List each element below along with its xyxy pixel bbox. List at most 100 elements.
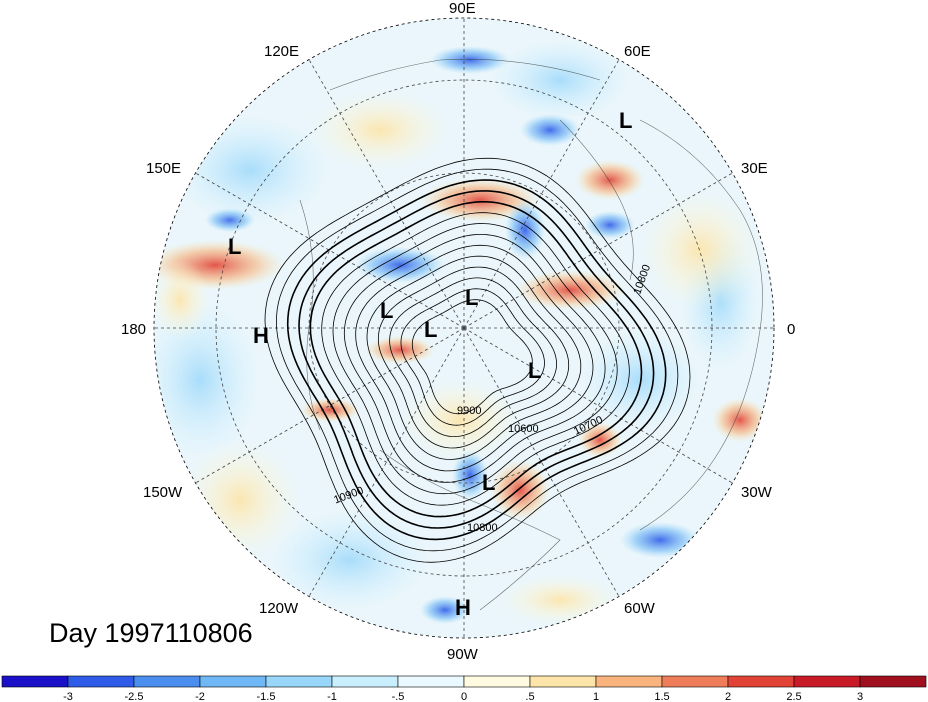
contour-label: 10600	[508, 423, 539, 435]
anomaly-patch	[154, 300, 260, 460]
anomaly-patch	[490, 40, 630, 120]
anomaly-patch	[270, 510, 430, 610]
lon-label-0: 0	[787, 321, 795, 338]
anomaly-patch	[400, 380, 520, 460]
colorbar-tick-label: -2	[195, 691, 205, 702]
colorbar-swatch	[1, 675, 69, 688]
colorbar-tick-label: -.5	[392, 691, 405, 702]
height-contour	[377, 266, 570, 449]
lon-label-60w: 60W	[624, 600, 656, 617]
height-contour	[355, 244, 594, 472]
height-contour	[343, 234, 606, 483]
disc-outline	[153, 17, 775, 639]
lon-label-150e: 150E	[146, 160, 181, 177]
low-center: L	[424, 317, 437, 342]
meridian-line	[463, 327, 733, 484]
anomaly-patch	[452, 450, 488, 500]
meridian-line	[463, 59, 620, 329]
colorbar-swatch	[331, 675, 399, 688]
contour-label: 9900	[457, 405, 481, 417]
anomaly-patch	[430, 46, 510, 74]
colorbar-swatch	[529, 675, 597, 688]
anomaly-patch	[310, 90, 450, 170]
anomaly-patch	[500, 575, 620, 625]
colorbar-tick-label: 2	[725, 691, 731, 702]
anomaly-patch	[180, 440, 300, 560]
anomaly-patch	[580, 330, 700, 430]
lon-label-90e: 90E	[449, 0, 476, 17]
colorbar-tick-label: -1.5	[257, 691, 276, 702]
height-contour	[298, 190, 655, 529]
colorbar-tick-label: -2.5	[125, 691, 144, 702]
colorbar-swatch	[397, 675, 465, 688]
anomaly-patch	[490, 460, 550, 520]
height-contour	[389, 277, 558, 438]
height-contour	[309, 201, 643, 518]
meridian-line	[463, 327, 620, 597]
colorbar-tick-label: 0	[461, 691, 467, 702]
colorbar-swatch	[727, 675, 795, 688]
colorbar: -3 -2.5 -2 -1.5 -1 -.5 0 .5 1 1.5 2 2.5 3	[1, 675, 927, 702]
meridian-line	[463, 172, 733, 329]
colorbar-swatch	[133, 675, 201, 688]
meridian-line	[308, 59, 465, 329]
lon-label-180: 180	[121, 321, 146, 338]
anomaly-patch	[154, 260, 210, 340]
lon-label-30e: 30E	[741, 160, 768, 177]
height-contour	[286, 179, 667, 541]
height-contour	[275, 168, 679, 552]
anomaly-patch	[505, 200, 545, 260]
colorbar-tick-label: 1	[593, 691, 599, 702]
low-center: L	[528, 358, 541, 383]
colorbar-swatch	[661, 675, 729, 688]
height-contour	[400, 288, 545, 426]
height-contour	[264, 157, 691, 563]
high-center: H	[455, 595, 471, 620]
anomaly-patch	[578, 422, 622, 458]
high-center: H	[253, 323, 269, 348]
lon-label-120e: 120E	[264, 43, 299, 60]
colorbar-swatch	[595, 675, 663, 688]
anomaly-patch	[575, 160, 645, 200]
meridian-line	[308, 327, 465, 597]
anomaly-patch	[520, 114, 580, 146]
colorbar-swatch	[67, 675, 135, 688]
anomaly-patch	[420, 596, 470, 624]
colorbar-swatch	[265, 675, 333, 688]
colorbar-swatch	[859, 675, 927, 688]
map-title: Day 1997110806	[49, 618, 253, 648]
contour-label: 10800	[467, 522, 498, 534]
colorbar-swatch	[199, 675, 267, 688]
low-center: L	[619, 108, 632, 133]
anomaly-patch	[355, 247, 445, 283]
low-center: L	[482, 470, 495, 495]
low-center: L	[380, 298, 393, 323]
colorbar-swatch	[793, 675, 861, 688]
colorbar-tick-label: 3	[857, 691, 863, 702]
height-contour	[411, 299, 533, 415]
colorbar-tick-label: .5	[525, 691, 534, 702]
anomaly-patch	[620, 522, 700, 558]
anomaly-patch	[585, 211, 635, 239]
lon-label-30w: 30W	[741, 484, 773, 501]
colorbar-tick-label: 2.5	[786, 691, 801, 702]
lon-label-120w: 120W	[259, 600, 299, 617]
colorbar-swatch	[463, 675, 531, 688]
lon-label-90w: 90W	[447, 646, 479, 663]
lon-label-60e: 60E	[624, 43, 651, 60]
colorbar-tick-label: 1.5	[654, 691, 669, 702]
anomaly-patch	[515, 270, 625, 310]
low-center: L	[228, 234, 241, 259]
lon-label-150w: 150W	[143, 484, 183, 501]
meridian-line	[195, 327, 465, 484]
lat-lon-grid	[154, 18, 774, 638]
anomaly-patch	[640, 190, 760, 310]
colorbar-tick-label: -1	[327, 691, 337, 702]
anomaly-patch	[170, 115, 330, 225]
meridian-line	[195, 172, 465, 329]
low-center: L	[465, 285, 478, 310]
pressure-centers: L L L L L L L H H	[228, 108, 632, 620]
height-contour	[366, 255, 582, 460]
height-contour	[321, 212, 630, 506]
